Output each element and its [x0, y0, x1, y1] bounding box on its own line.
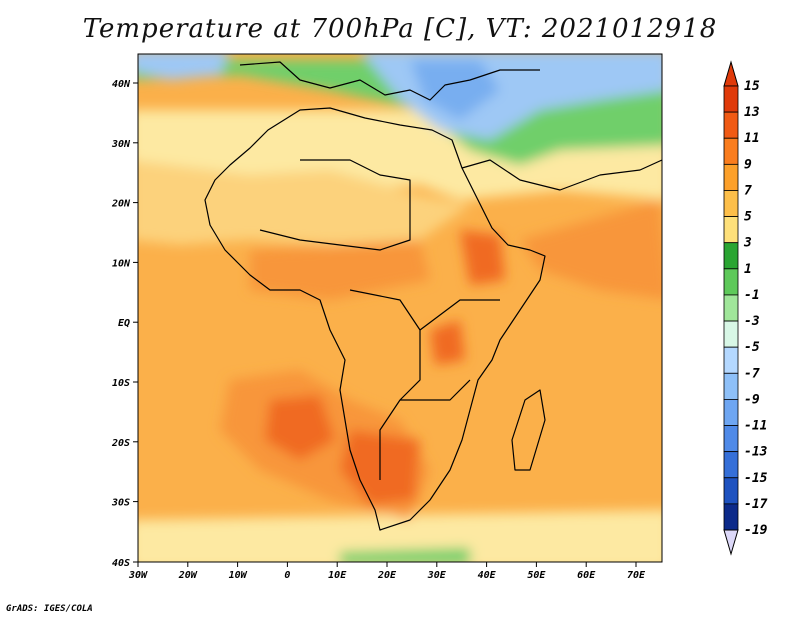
colorbar-swatch: [723, 190, 739, 217]
lat-tick-label: 40N: [112, 79, 131, 90]
arabia: [461, 159, 662, 191]
colorbar-label: -13: [744, 445, 768, 460]
field-cold-core: [410, 60, 500, 120]
colorbar-swatch: [723, 111, 739, 139]
lon-tick-label: 10E: [328, 570, 347, 581]
colorbar-swatch: [723, 85, 739, 113]
field-cold-west: [138, 54, 229, 80]
lon-tick-label: 0: [284, 570, 290, 581]
colorbar-label: -1: [744, 288, 760, 303]
field-hot-lakes: [430, 320, 465, 365]
colorbar-label: -5: [744, 340, 760, 355]
field-deep-sahel: [250, 240, 430, 300]
lon-tick-label: 10W: [229, 570, 248, 581]
field-hot-angola: [265, 395, 335, 460]
lon-tick-label: 50E: [527, 570, 546, 581]
colorbar-arrow-bottom: [723, 529, 739, 556]
borders-1: [259, 159, 411, 251]
colorbar-label: -3: [744, 314, 760, 329]
colorbar-swatch: [723, 503, 739, 531]
map-title: Temperature at 700hPa [C], VT: 202101291…: [82, 14, 718, 44]
colorbar-swatch: [723, 372, 739, 400]
field-green-south: [340, 548, 470, 562]
lat-tick-label: 30S: [111, 498, 130, 509]
field-light-orange: [138, 161, 470, 245]
colorbar-label: 9: [744, 157, 752, 172]
colorbar-swatch: [723, 216, 739, 244]
colorbar-swatch: [723, 425, 739, 453]
lon-tick-label: 20W: [178, 570, 198, 581]
lat-tick-label: 40S: [112, 558, 130, 569]
lon-tick-label: 30W: [128, 570, 148, 581]
field-hot-ethiopia: [460, 230, 505, 285]
colorbar-swatch: [723, 268, 739, 296]
colorbar: 15 13 11 9 7 5 3 1 -1 -3 -5 -7 -9 -11 -13 -15 -17 -19: [723, 60, 768, 556]
colorbar-label: -15: [744, 471, 768, 486]
temperature-field: [138, 54, 662, 562]
lon-tick-label: 60E: [577, 570, 596, 581]
colorbar-label: -19: [744, 523, 768, 538]
colorbar-swatch: [723, 163, 739, 191]
latitude-axis: 40N 30N 20N 10N EQ 10S 20S 30S 40S: [111, 79, 138, 569]
plot-frame: [137, 53, 663, 563]
lat-tick-label: EQ: [118, 318, 130, 329]
colorbar-label: -9: [744, 392, 760, 407]
lat-tick-label: 20S: [111, 438, 130, 449]
borders-3: [400, 299, 500, 401]
madagascar: [511, 389, 546, 471]
lat-tick-label: 10S: [112, 378, 130, 389]
colorbar-swatch: [723, 137, 739, 165]
colorbar-swatch: [723, 477, 739, 505]
colorbar-label: -17: [744, 497, 768, 512]
colorbar-label: 1: [744, 262, 752, 277]
africa-coast: [204, 107, 546, 531]
field-deep-indian: [520, 200, 662, 299]
colorbar-swatch: [723, 451, 739, 479]
colorbar-label: 3: [743, 236, 752, 251]
lon-tick-label: 70E: [627, 570, 646, 581]
lon-tick-label: 20E: [377, 570, 397, 581]
colorbar-label: -7: [744, 366, 760, 381]
colorbar-label: 15: [744, 79, 760, 94]
colorbar-swatch: [723, 294, 739, 322]
coastlines: [204, 61, 662, 531]
colorbar-label: 7: [744, 183, 752, 198]
colorbar-arrow-top: [723, 60, 739, 87]
europe-coast: [239, 61, 540, 101]
lon-tick-label: 30E: [427, 570, 447, 581]
lat-tick-label: 10N: [112, 258, 131, 269]
borders-2: [349, 289, 421, 480]
colorbar-swatch: [723, 320, 739, 348]
colorbar-swatch: [723, 242, 739, 270]
field-pale-south: [138, 510, 662, 562]
colorbar-label: 11: [744, 131, 760, 146]
colorbar-swatch: [723, 399, 739, 426]
longitude-axis: 30W 20W 10W 0 10E 20E 30E 40E 50E 60E 70E: [128, 562, 646, 581]
colorbar-label: 5: [744, 210, 752, 225]
colorbar-label: 13: [744, 105, 760, 120]
lon-tick-label: 40E: [478, 570, 497, 581]
colorbar-swatch: [723, 346, 739, 374]
grads-credit: GrADS: IGES/COLA: [6, 604, 93, 614]
colorbar-label: -11: [744, 419, 767, 434]
lat-tick-label: 30N: [111, 139, 131, 150]
lat-tick-label: 20N: [111, 199, 131, 210]
